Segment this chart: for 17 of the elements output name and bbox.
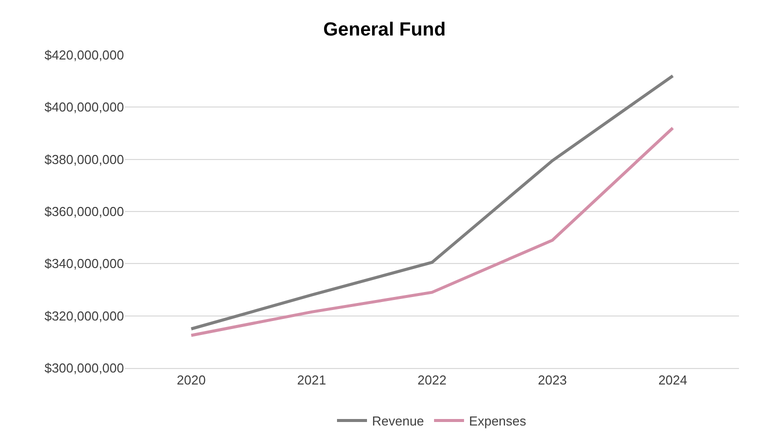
line-series: [190, 126, 674, 337]
x-tick-label: 2024: [658, 372, 688, 388]
y-tick-label: $340,000,000: [44, 256, 124, 272]
line-series: [190, 74, 674, 330]
x-tick-label: 2021: [297, 372, 326, 388]
y-tick-label: $380,000,000: [44, 152, 124, 167]
y-tick-label: $400,000,000: [44, 100, 124, 115]
x-tick-label: 2020: [176, 372, 206, 388]
y-tick-label: $300,000,000: [44, 360, 124, 376]
x-tick-label: 2022: [418, 372, 446, 388]
legend-label: Revenue: [372, 414, 424, 429]
y-tick-label: $320,000,000: [44, 308, 124, 324]
y-tick-label: $420,000,000: [44, 48, 124, 63]
legend-label: Expenses: [469, 414, 527, 429]
chart-title: General Fund: [323, 20, 446, 41]
x-tick-label: 2023: [538, 372, 567, 388]
y-tick-label: $360,000,000: [44, 204, 124, 220]
